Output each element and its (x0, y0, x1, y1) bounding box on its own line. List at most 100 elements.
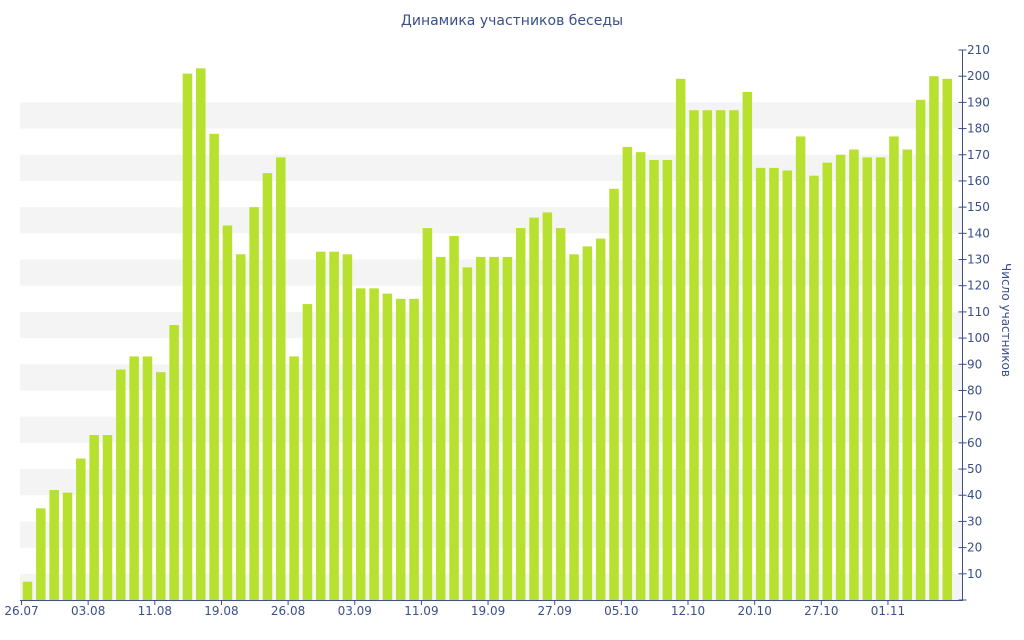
bar (409, 298, 419, 600)
y-tick-label: 60 (967, 436, 982, 450)
bar (182, 73, 193, 600)
bar (76, 458, 86, 600)
bar (329, 251, 339, 601)
y-tick-label: 110 (967, 305, 990, 319)
bar (489, 256, 499, 600)
bar (22, 581, 33, 600)
y-tick-label: 210 (967, 43, 990, 57)
chart-title: Динамика участников беседы (400, 13, 624, 29)
bar (302, 304, 313, 600)
y-tick-label: 30 (967, 514, 982, 528)
bar (742, 91, 753, 601)
bar (835, 154, 846, 600)
y-tick-label: 90 (967, 357, 982, 371)
bar (915, 99, 926, 600)
bar (236, 254, 246, 601)
x-tick-label: 26.07 (4, 604, 38, 618)
bar (795, 136, 806, 600)
bar (422, 228, 433, 600)
x-tick-label: 03.09 (338, 604, 372, 618)
bar (276, 157, 286, 600)
y-tick-label: 170 (967, 148, 990, 162)
x-tick-label: 11.08 (138, 604, 172, 618)
y-tick-label: 50 (967, 462, 982, 476)
y-tick-label: 190 (967, 95, 990, 109)
bar (809, 175, 819, 600)
grid-band (20, 154, 962, 181)
bar (729, 110, 739, 601)
bar (49, 490, 59, 600)
bar (675, 78, 686, 600)
x-tick-label: 20.10 (737, 604, 771, 618)
y-tick-label: 200 (967, 69, 990, 83)
bar (356, 288, 366, 600)
bar (502, 256, 513, 600)
y-axis-label: Число участников (999, 263, 1013, 377)
y-tick-label: 20 (967, 541, 982, 555)
bar (542, 212, 553, 600)
grid-band (20, 102, 962, 129)
bar (156, 372, 166, 600)
y-tick-label: 140 (967, 226, 990, 240)
bar (222, 225, 233, 601)
bar (475, 256, 486, 600)
y-tick-label: 120 (967, 279, 990, 293)
bar (462, 267, 473, 600)
bar (662, 160, 673, 600)
bar (449, 235, 459, 600)
bar (395, 298, 406, 600)
bar (702, 110, 713, 601)
bar (689, 110, 699, 601)
x-tick-label: 27.09 (538, 604, 572, 618)
y-tick-label: 10 (967, 567, 982, 581)
y-tick-label: 180 (967, 122, 990, 136)
bar (116, 369, 126, 600)
bar (142, 356, 153, 600)
bar (435, 256, 446, 600)
bar (515, 228, 526, 600)
bar (595, 238, 606, 600)
bar (769, 167, 779, 601)
y-tick-label: 100 (967, 331, 990, 345)
bar (889, 136, 899, 600)
bar (129, 356, 139, 600)
bar (62, 492, 73, 600)
bar (609, 188, 619, 600)
x-tick-label: 27.10 (804, 604, 838, 618)
y-tick-label: 160 (967, 174, 990, 188)
bar (289, 356, 299, 600)
bar (715, 110, 726, 601)
grid-band (20, 207, 962, 234)
bar (316, 251, 326, 601)
bar (875, 157, 886, 600)
bar (382, 293, 393, 600)
bar (249, 207, 259, 600)
bar-series (22, 68, 953, 601)
bar (782, 170, 793, 601)
bar (196, 68, 206, 600)
bar (36, 508, 46, 600)
bar (582, 246, 593, 600)
y-tick-label: 130 (967, 253, 990, 267)
bar (622, 146, 633, 600)
bar (649, 160, 659, 600)
bar (102, 435, 113, 600)
bar (755, 167, 766, 601)
y-tick-label: 80 (967, 383, 982, 397)
bar (555, 228, 566, 600)
bar (862, 157, 873, 600)
x-axis: 26.07 03.08 11.08 19.08 26.08 03.09 11.09 19.09… (4, 600, 963, 618)
bar (569, 254, 579, 601)
y-tick-label: 150 (967, 200, 990, 214)
bar (262, 173, 273, 600)
x-tick-label: 01.11 (871, 604, 905, 618)
bar (89, 435, 99, 600)
bar (209, 133, 219, 600)
y-tick-label: 40 (967, 488, 982, 502)
bar (902, 149, 913, 600)
x-tick-label: 19.09 (471, 604, 505, 618)
y-axis: 10 20 30 40 50 60 70 80 90 100 110 120 130 140 150 160 1… (958, 43, 990, 601)
x-tick-label: 03.08 (71, 604, 105, 618)
